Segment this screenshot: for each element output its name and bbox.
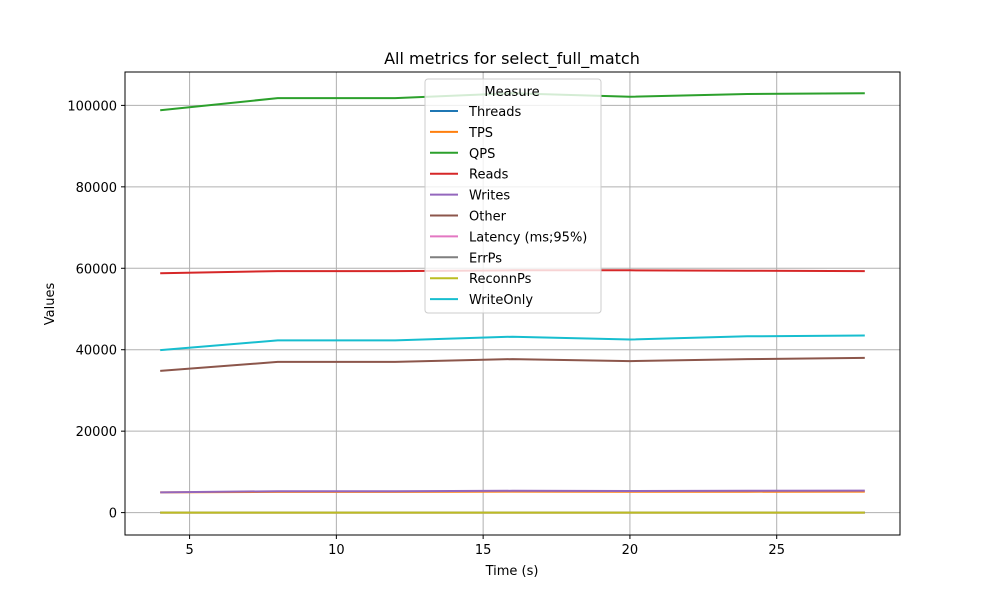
y-axis-label: Values: [43, 283, 58, 326]
series-line-writeonly: [160, 334, 865, 352]
legend-item-threads: Threads: [430, 105, 521, 120]
series-line-writes: [160, 489, 865, 494]
legend-item-other: Other: [430, 210, 507, 225]
legend-label: Other: [469, 210, 507, 225]
chart-title: All metrics for select_full_match: [384, 49, 640, 69]
legend-item-reconnps: ReconnPs: [430, 272, 532, 287]
x-tick-label: 15: [475, 543, 492, 558]
y-tick-label: 100000: [67, 99, 117, 114]
y-tick-label: 20000: [76, 425, 117, 440]
legend-label: QPS: [469, 147, 495, 162]
legend-item-latency-ms-95: Latency (ms;95%): [430, 230, 587, 245]
series-line-other: [160, 356, 865, 372]
x-axis-label: Time (s): [485, 564, 539, 579]
x-tick-label: 25: [768, 543, 785, 558]
x-tick-label: 10: [328, 543, 345, 558]
x-tick-label: 20: [622, 543, 639, 558]
y-ticks: 0 20000 40000 60000 80000 100000: [67, 99, 125, 522]
legend-label: Writes: [469, 189, 510, 204]
legend-label: ErrPs: [469, 251, 502, 266]
y-tick-label: 60000: [76, 262, 117, 277]
legend-box: [424, 78, 602, 314]
legend-item-writes: Writes: [430, 189, 510, 204]
y-tick-label: 80000: [76, 181, 117, 196]
legend-label: Threads: [468, 105, 521, 120]
legend-item-tps: TPS: [430, 126, 493, 141]
legend-item-qps: QPS: [430, 147, 495, 162]
y-tick-label: 0: [109, 507, 117, 522]
legend-item-reads: Reads: [430, 168, 509, 183]
legend-title: Measure: [484, 85, 539, 100]
legend: Measure Threads TPS QPS Reads Writes Other Lat…: [424, 78, 602, 314]
legend-label: Reads: [469, 168, 509, 183]
x-tick-label: 5: [185, 543, 193, 558]
legend-label: Latency (ms;95%): [469, 230, 587, 245]
plot-frame: [124, 71, 901, 536]
legend-label: WriteOnly: [469, 293, 533, 308]
legend-label: ReconnPs: [469, 272, 532, 287]
legend-label: TPS: [468, 126, 493, 141]
legend-item-writeonly: WriteOnly: [430, 293, 533, 308]
legend-items: Threads TPS QPS Reads Writes Other Latency (ms…: [430, 105, 587, 308]
legend-item-errps: ErrPs: [430, 251, 502, 266]
y-tick-label: 40000: [76, 344, 117, 359]
x-ticks: 5 10 15 20 25: [185, 535, 785, 558]
